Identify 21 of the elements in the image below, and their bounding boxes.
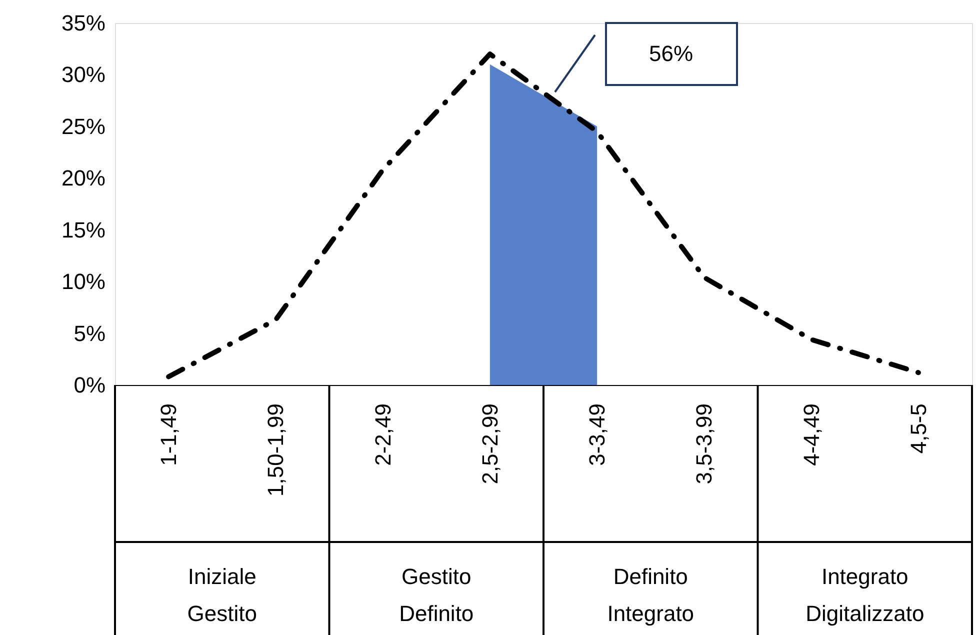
y-tick-label: 15% — [61, 217, 106, 242]
annotation: 56% — [648, 41, 694, 66]
text: Gestito Definito — [399, 564, 474, 626]
text: Iniziale Gestito — [187, 564, 257, 626]
x-tick-label: 2-2,49 — [370, 404, 396, 466]
text: Integrato Digitalizzato — [806, 564, 924, 626]
x-tick-label: 1-1,49 — [156, 404, 182, 466]
x-tick-label: 1,50-1,99 — [263, 404, 288, 496]
y-tick-label: 35% — [61, 10, 106, 36]
x-tick-label: 4-4,49 — [798, 404, 824, 466]
y-tick-label: 5% — [74, 320, 106, 346]
x-tick-label: 3-3,49 — [584, 404, 610, 466]
text: Definito Integrato — [607, 564, 694, 626]
y-tick-label: 10% — [61, 269, 106, 294]
x-tick-label: 4,5-5 — [906, 404, 931, 454]
y-tick-label: 25% — [61, 114, 106, 139]
x-tick-label: 2,5-2,99 — [477, 404, 502, 484]
y-tick-label: 30% — [61, 62, 106, 88]
y-tick-label: 20% — [61, 166, 106, 191]
x-tick-label: 3,5-3,99 — [692, 404, 717, 484]
y-tick-label: 0% — [74, 372, 106, 398]
